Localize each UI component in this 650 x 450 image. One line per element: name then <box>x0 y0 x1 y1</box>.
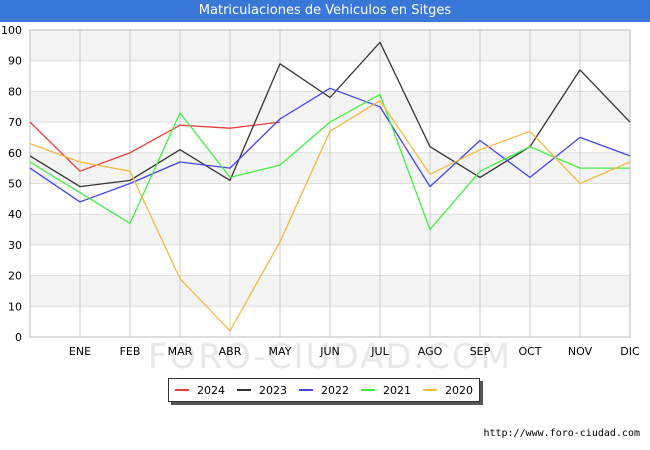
legend-label: 2024 <box>197 383 225 397</box>
x-tick-label: JUL <box>370 345 389 358</box>
legend-item-2020: 2020 <box>423 384 473 397</box>
y-tick-label: 70 <box>8 116 22 129</box>
x-tick-label: FEB <box>120 345 141 358</box>
x-tick-label: MAR <box>168 345 193 358</box>
legend-swatch <box>237 389 251 391</box>
source-url[interactable]: http://www.foro-ciudad.com <box>483 428 640 439</box>
watermark: FORO-CIUDAD.COM <box>148 337 512 377</box>
x-tick-label: NOV <box>568 345 593 358</box>
legend-item-2022: 2022 <box>299 384 349 397</box>
legend-swatch <box>361 389 375 391</box>
y-tick-label: 40 <box>8 208 22 221</box>
x-tick-label: SEP <box>470 345 491 358</box>
series-line-2022 <box>29 87 631 203</box>
y-tick-label: 50 <box>8 178 22 191</box>
y-tick-label: 10 <box>8 300 22 313</box>
x-tick-label: OCT <box>518 345 541 358</box>
x-tick-label: ENE <box>69 345 91 358</box>
chart-title: Matriculaciones de Vehiculos en Sitges <box>0 0 650 22</box>
y-tick-label: 60 <box>8 147 22 160</box>
y-tick-label: 30 <box>8 239 22 252</box>
y-tick-label: 20 <box>8 270 22 283</box>
legend-swatch <box>175 389 189 391</box>
x-tick-label: MAY <box>269 345 292 358</box>
y-tick-label: 80 <box>8 85 22 98</box>
legend-label: 2022 <box>321 383 349 397</box>
series-line-2024 <box>29 121 281 172</box>
legend-item-2021: 2021 <box>361 384 411 397</box>
y-tick-label: 0 <box>15 331 22 344</box>
plot-area-border <box>29 29 631 338</box>
series-line-2021 <box>29 93 630 231</box>
legend-swatch <box>423 389 437 391</box>
x-tick-label: AGO <box>418 345 443 358</box>
legend: 2024 2023 2022 2021 2020 <box>168 378 480 402</box>
y-tick-label: 90 <box>8 55 22 68</box>
x-tick-label: ABR <box>219 345 242 358</box>
x-tick-label: DIC <box>620 345 640 358</box>
legend-item-2024: 2024 <box>175 384 225 397</box>
legend-label: 2023 <box>259 383 287 397</box>
legend-label: 2021 <box>383 383 411 397</box>
series-line-2020 <box>29 99 631 332</box>
y-tick-label: 100 <box>1 24 22 37</box>
legend-item-2023: 2023 <box>237 384 287 397</box>
legend-swatch <box>299 389 313 391</box>
legend-label: 2020 <box>445 383 473 397</box>
x-tick-label: JUN <box>319 345 340 358</box>
